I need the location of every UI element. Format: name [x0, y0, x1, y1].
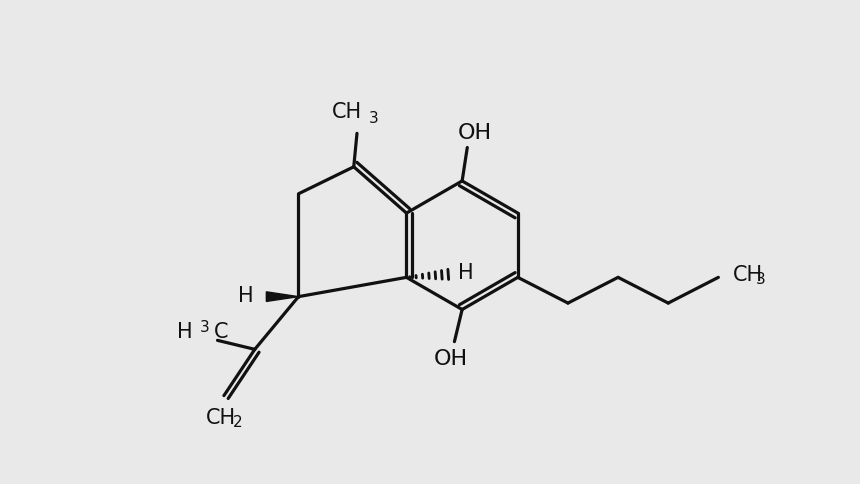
Text: 3: 3 [369, 111, 379, 126]
Text: CH: CH [332, 103, 362, 122]
Text: OH: OH [458, 123, 492, 143]
Text: CH: CH [206, 408, 236, 428]
Text: CH: CH [733, 265, 763, 286]
Text: 2: 2 [233, 415, 243, 430]
Text: H: H [238, 286, 254, 306]
Text: 3: 3 [200, 320, 210, 335]
Text: H: H [458, 263, 473, 283]
Text: H: H [177, 322, 193, 342]
Text: 3: 3 [756, 272, 766, 287]
Text: C: C [214, 322, 229, 342]
Text: OH: OH [434, 349, 469, 369]
Polygon shape [267, 292, 298, 302]
